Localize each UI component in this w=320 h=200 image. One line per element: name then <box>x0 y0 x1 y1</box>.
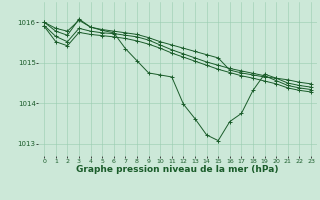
X-axis label: Graphe pression niveau de la mer (hPa): Graphe pression niveau de la mer (hPa) <box>76 165 279 174</box>
